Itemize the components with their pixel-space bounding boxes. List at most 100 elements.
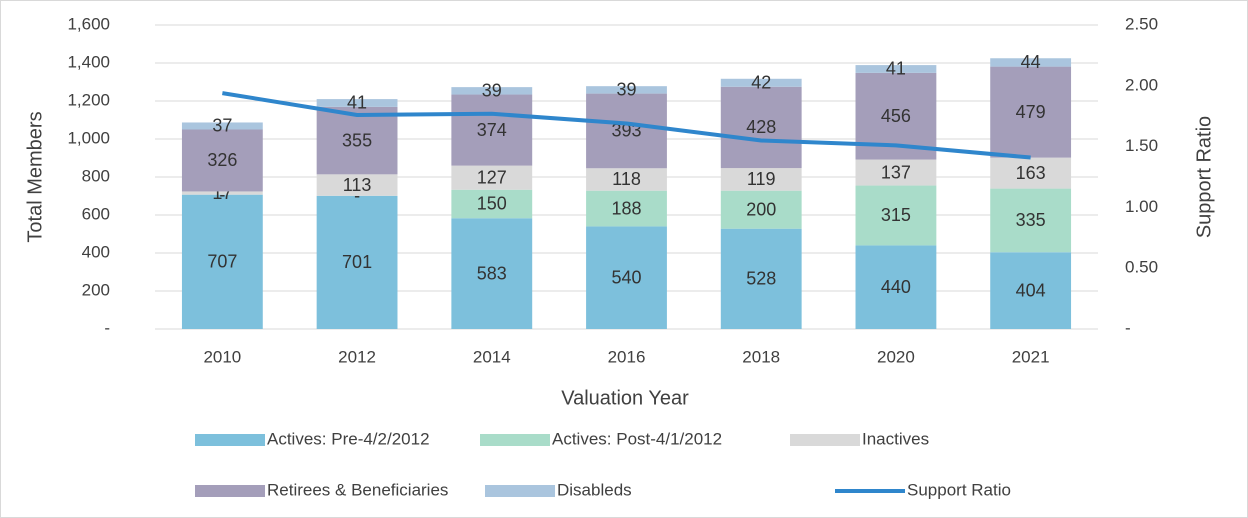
bar-segment <box>316 174 398 196</box>
bar-segment <box>720 168 802 191</box>
bar-segment <box>181 122 263 130</box>
data-label: 137 <box>881 162 911 182</box>
data-label: 127 <box>477 167 507 187</box>
y-axis-title: Total Members <box>24 111 46 242</box>
data-label: 39 <box>482 81 502 101</box>
bar-segment <box>586 93 667 169</box>
data-label: 335 <box>1016 210 1046 230</box>
y-tick-label: 600 <box>82 204 110 223</box>
bar-segment <box>451 218 533 329</box>
bar-segment <box>855 245 937 329</box>
bar-segment <box>451 189 533 219</box>
bar-segment <box>855 65 937 73</box>
y-tick-label: 800 <box>82 166 110 185</box>
y-tick-label: 1,000 <box>67 128 110 147</box>
bar-segment <box>990 188 1072 253</box>
data-label: 404 <box>1016 280 1046 300</box>
legend-label: Actives: Post-4/1/2012 <box>552 429 722 448</box>
data-label: 326 <box>207 150 237 170</box>
bar-segment <box>855 185 937 246</box>
data-label: 583 <box>477 263 507 283</box>
bar-segment <box>990 58 1072 67</box>
data-label: 374 <box>477 120 507 140</box>
y-tick-label: 1,400 <box>67 52 110 71</box>
bar-segment <box>720 78 802 87</box>
legend-label: Retirees & Beneficiaries <box>267 480 448 499</box>
data-label: 41 <box>886 59 906 79</box>
bar-segment <box>451 165 533 190</box>
data-label: 707 <box>207 252 237 272</box>
x-tick-label: 2012 <box>338 347 376 366</box>
data-label: 528 <box>746 269 776 289</box>
data-label: 37 <box>212 116 232 136</box>
y2-tick-label: - <box>1125 318 1131 337</box>
bar-segment <box>586 190 667 227</box>
data-label: 188 <box>611 198 641 218</box>
bar-segment <box>181 194 263 329</box>
data-label: 540 <box>611 267 641 287</box>
legend-label: Disableds <box>557 480 632 499</box>
data-label: 118 <box>612 169 641 189</box>
legend-swatch <box>790 434 860 446</box>
bar-segment <box>316 99 398 107</box>
data-label: 163 <box>1016 163 1046 183</box>
x-tick-label: 2016 <box>608 347 646 366</box>
data-label: 701 <box>342 252 372 272</box>
legend-swatch <box>195 434 265 446</box>
bar-segment <box>720 228 802 329</box>
support-ratio-line <box>222 91 1031 160</box>
data-label: 41 <box>347 93 367 113</box>
data-label: 479 <box>1016 102 1046 122</box>
data-label: 150 <box>477 194 507 214</box>
data-label: 39 <box>616 80 636 100</box>
y2-tick-label: 1.50 <box>1125 136 1158 155</box>
bar-segment <box>451 87 533 95</box>
y-tick-label: 200 <box>82 280 110 299</box>
x-tick-label: 2014 <box>473 347 511 366</box>
bar-segment <box>316 106 398 175</box>
bar-segment <box>586 168 667 191</box>
legend-label: Support Ratio <box>907 480 1011 499</box>
bar-segment <box>181 191 263 195</box>
legend-label: Actives: Pre-4/2/2012 <box>267 429 430 448</box>
data-label: 42 <box>751 73 771 93</box>
bar-segment <box>990 157 1072 189</box>
y-tick-label: 1,600 <box>67 14 110 33</box>
bar-segment <box>720 190 802 229</box>
data-label: 315 <box>881 205 911 225</box>
data-label: 200 <box>746 199 776 219</box>
bar-segment <box>181 129 263 192</box>
data-label: 44 <box>1021 52 1041 72</box>
x-tick-label: 2021 <box>1012 347 1050 366</box>
bar-segment <box>586 86 667 94</box>
y2-axis-title: Support Ratio <box>1193 116 1215 238</box>
y2-tick-label: 2.00 <box>1125 75 1158 94</box>
data-label: 440 <box>881 277 911 297</box>
bar-segment <box>990 66 1072 158</box>
data-label: 113 <box>343 175 372 195</box>
x-tick-label: 2018 <box>742 347 780 366</box>
legend-swatch <box>480 434 550 446</box>
x-tick-label: 2020 <box>877 347 915 366</box>
y2-tick-label: 1.00 <box>1125 197 1158 216</box>
bar-segment <box>451 94 533 166</box>
y2-tick-label: 2.50 <box>1125 14 1158 33</box>
y2-tick-label: 0.50 <box>1125 258 1158 277</box>
y-tick-label: - <box>104 318 110 337</box>
bar-segment <box>316 195 398 329</box>
x-axis-title: Valuation Year <box>561 387 689 409</box>
bar-segment <box>586 226 667 329</box>
bar-segment <box>990 252 1072 329</box>
legend-label: Inactives <box>862 429 929 448</box>
bar-segment <box>855 159 937 186</box>
data-label: 119 <box>747 169 776 189</box>
legend-swatch <box>485 485 555 497</box>
bar-segment <box>720 86 802 169</box>
data-label: 355 <box>342 130 372 150</box>
legend-swatch <box>195 485 265 497</box>
y-tick-label: 400 <box>82 242 110 261</box>
data-label: 456 <box>881 106 911 126</box>
data-label: 428 <box>746 117 776 137</box>
y-tick-label: 1,200 <box>67 90 110 109</box>
